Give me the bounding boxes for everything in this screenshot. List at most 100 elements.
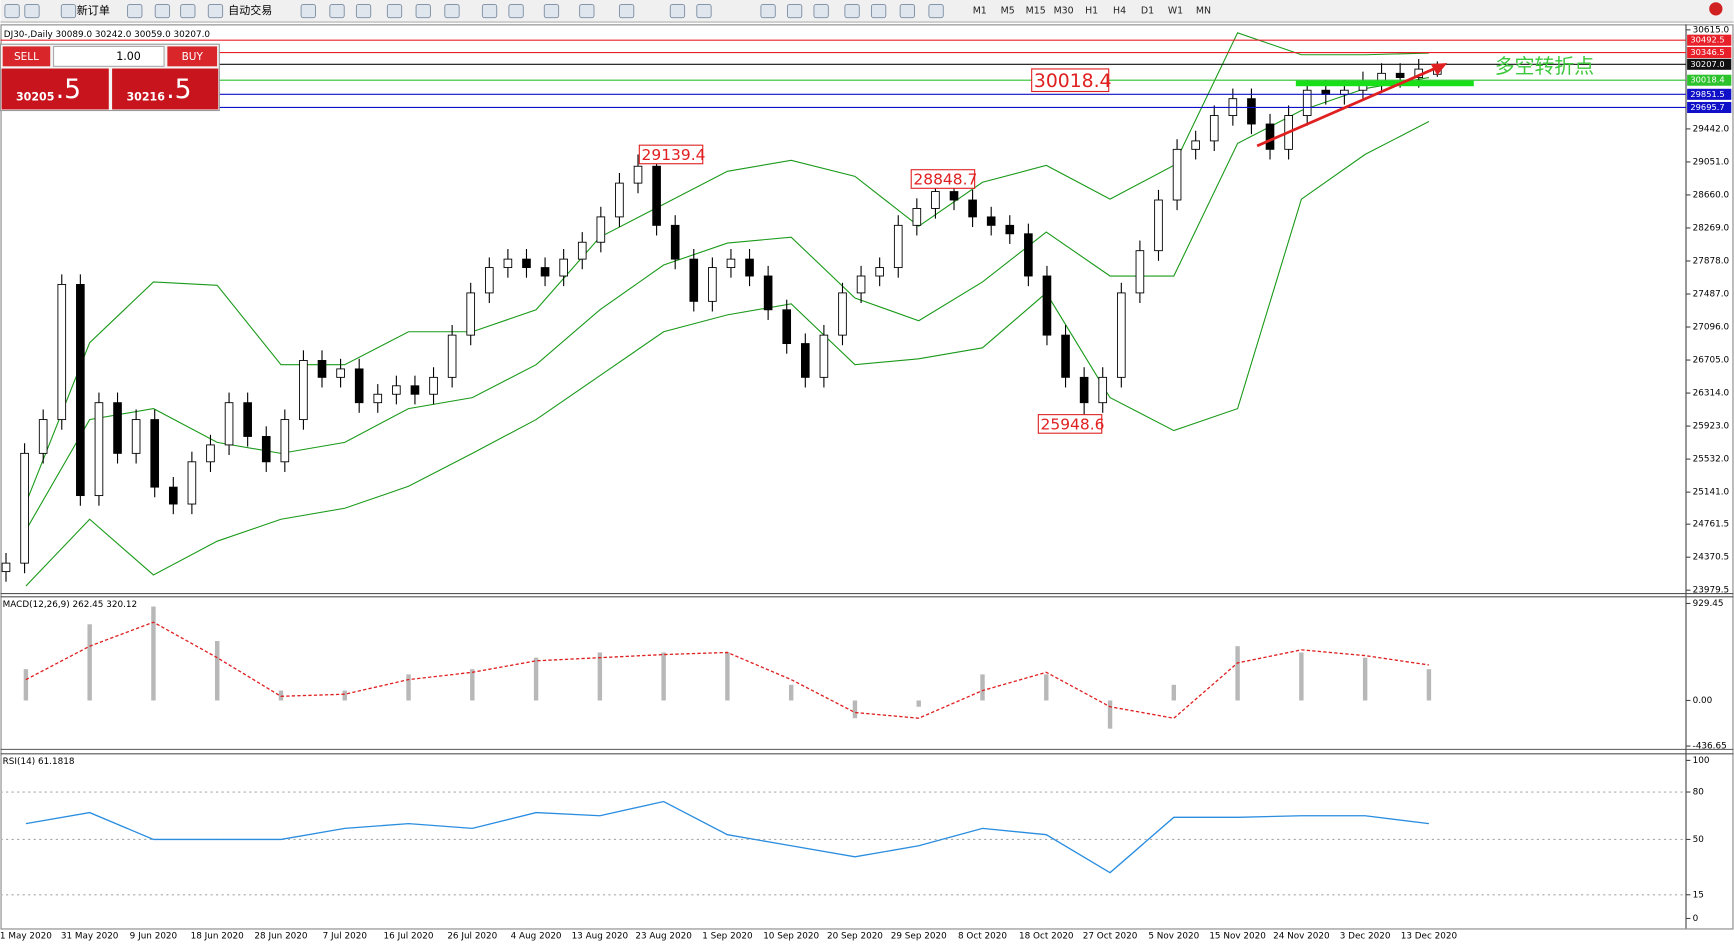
x-tick-label: 5 Nov 2020 bbox=[1148, 932, 1199, 942]
price-level-tag bbox=[1687, 88, 1732, 100]
toolbar-icon[interactable] bbox=[386, 3, 403, 19]
price-annotation-box bbox=[638, 144, 704, 165]
timeframe-button[interactable]: H4 bbox=[1113, 6, 1126, 17]
candle-body bbox=[503, 258, 513, 269]
candle-body bbox=[484, 267, 494, 294]
candle-body bbox=[113, 402, 122, 454]
toolbar-icon[interactable] bbox=[415, 3, 431, 19]
toolbar-icon[interactable] bbox=[618, 3, 635, 19]
timeframe-button[interactable]: W1 bbox=[1168, 6, 1183, 17]
toolbar-icon[interactable] bbox=[180, 3, 196, 19]
macd-bar bbox=[597, 652, 603, 701]
macd-signal bbox=[25, 621, 1430, 719]
y-tick-label: 80 bbox=[1693, 788, 1705, 798]
x-tick-label: 23 Aug 2020 bbox=[635, 932, 692, 942]
toolbar-icon[interactable] bbox=[760, 3, 776, 19]
toolbar-icon[interactable] bbox=[24, 3, 40, 19]
toolbar-icon[interactable] bbox=[444, 3, 460, 19]
toolbar-icon[interactable] bbox=[60, 3, 77, 19]
candle-body bbox=[615, 182, 624, 218]
macd-bar bbox=[1362, 657, 1368, 701]
toolbar-icon[interactable] bbox=[786, 3, 803, 19]
y-tick-label: 27878.0 bbox=[1693, 256, 1730, 266]
toolbar-icon[interactable] bbox=[844, 3, 860, 19]
toolbar-icon[interactable] bbox=[579, 3, 595, 19]
buy-label[interactable]: BUY bbox=[182, 51, 204, 63]
toolbar-icon[interactable] bbox=[813, 3, 829, 19]
toolbar-icon[interactable] bbox=[154, 3, 171, 19]
candle-body bbox=[57, 284, 67, 421]
timeframe-button[interactable]: D1 bbox=[1141, 6, 1154, 17]
ask-box[interactable] bbox=[112, 68, 219, 110]
price-annotation-box bbox=[910, 169, 976, 189]
timeframe-button[interactable]: M15 bbox=[1026, 6, 1046, 17]
candle-body bbox=[726, 258, 736, 269]
timeframe-button[interactable]: M30 bbox=[1054, 6, 1074, 17]
toolbar-icon[interactable] bbox=[355, 3, 372, 19]
new-order-button[interactable]: 新订单 bbox=[77, 3, 110, 17]
candle-body bbox=[1247, 98, 1256, 125]
toolbar-icon[interactable] bbox=[508, 3, 524, 19]
x-tick-label: 28 Jun 2020 bbox=[254, 932, 307, 942]
timeframe-button[interactable]: MN bbox=[1196, 6, 1211, 17]
candle-body bbox=[206, 444, 215, 463]
candle-body bbox=[1395, 72, 1405, 78]
macd-bar bbox=[406, 674, 411, 701]
toolbar-icon[interactable] bbox=[928, 3, 944, 19]
lots-field[interactable] bbox=[52, 45, 165, 67]
candle-body bbox=[652, 165, 661, 226]
toolbar-icon[interactable] bbox=[899, 3, 915, 19]
sell-button[interactable] bbox=[2, 46, 51, 67]
toolbar-icon[interactable] bbox=[870, 3, 887, 19]
candle-body bbox=[577, 241, 587, 260]
timeframe-button[interactable]: H1 bbox=[1085, 6, 1098, 17]
price-annotation: 28848.7 bbox=[913, 171, 977, 189]
candle-body bbox=[1302, 89, 1312, 117]
macd-bar bbox=[725, 652, 730, 701]
candle-body bbox=[540, 267, 550, 277]
toolbar-icon[interactable] bbox=[329, 3, 345, 19]
candle-body bbox=[559, 258, 568, 277]
price-level-label: 29695.7 bbox=[1690, 102, 1724, 112]
ask-fraction[interactable]: .5 bbox=[166, 74, 191, 105]
bid-main[interactable]: 30205 bbox=[16, 90, 54, 103]
x-tick-label: 15 Nov 2020 bbox=[1209, 932, 1266, 942]
candle-body bbox=[1191, 140, 1200, 150]
auto-trading-button[interactable]: 自动交易 bbox=[228, 3, 272, 17]
candle-body bbox=[931, 191, 940, 209]
lots-value[interactable]: 1.00 bbox=[116, 50, 141, 63]
candle-body bbox=[875, 267, 884, 277]
candle-body bbox=[354, 368, 364, 404]
ask-main[interactable]: 30216 bbox=[126, 90, 165, 103]
toolbar-icon[interactable] bbox=[127, 3, 143, 19]
timeframe-button[interactable]: M5 bbox=[1001, 6, 1015, 17]
toolbar-icon[interactable] bbox=[207, 3, 224, 19]
toolbar-icon[interactable] bbox=[300, 3, 316, 19]
candle-body bbox=[1098, 376, 1108, 404]
toolbar-icon[interactable] bbox=[669, 3, 686, 19]
macd-bar bbox=[788, 684, 794, 701]
macd-bar bbox=[1044, 674, 1049, 701]
alert-badge[interactable] bbox=[1709, 2, 1723, 16]
toolbar-icon[interactable] bbox=[696, 3, 712, 19]
bid-fraction[interactable]: .5 bbox=[56, 74, 81, 105]
candle-body bbox=[708, 267, 717, 302]
y-tick-label: 29442.0 bbox=[1693, 124, 1730, 134]
support-line bbox=[1295, 80, 1474, 87]
price-level-tag bbox=[1687, 46, 1732, 59]
price-level-label: 30207.0 bbox=[1690, 59, 1724, 69]
macd-bar bbox=[151, 606, 156, 701]
candle-body bbox=[968, 199, 977, 218]
turning-point-note: 多空转折点 bbox=[1495, 55, 1594, 78]
x-tick-label: 3 Dec 2020 bbox=[1340, 932, 1391, 942]
macd-bar bbox=[1107, 700, 1113, 729]
toolbar-icon[interactable] bbox=[481, 3, 498, 19]
buy-button[interactable] bbox=[167, 46, 218, 67]
sell-label[interactable]: SELL bbox=[14, 51, 39, 63]
toolbar-icon[interactable] bbox=[543, 3, 560, 19]
macd-bar bbox=[23, 669, 29, 701]
y-tick-label: 24370.5 bbox=[1693, 553, 1730, 563]
bid-box[interactable] bbox=[1, 68, 109, 110]
timeframe-button[interactable]: M1 bbox=[973, 6, 987, 17]
toolbar-icon[interactable] bbox=[4, 3, 20, 19]
